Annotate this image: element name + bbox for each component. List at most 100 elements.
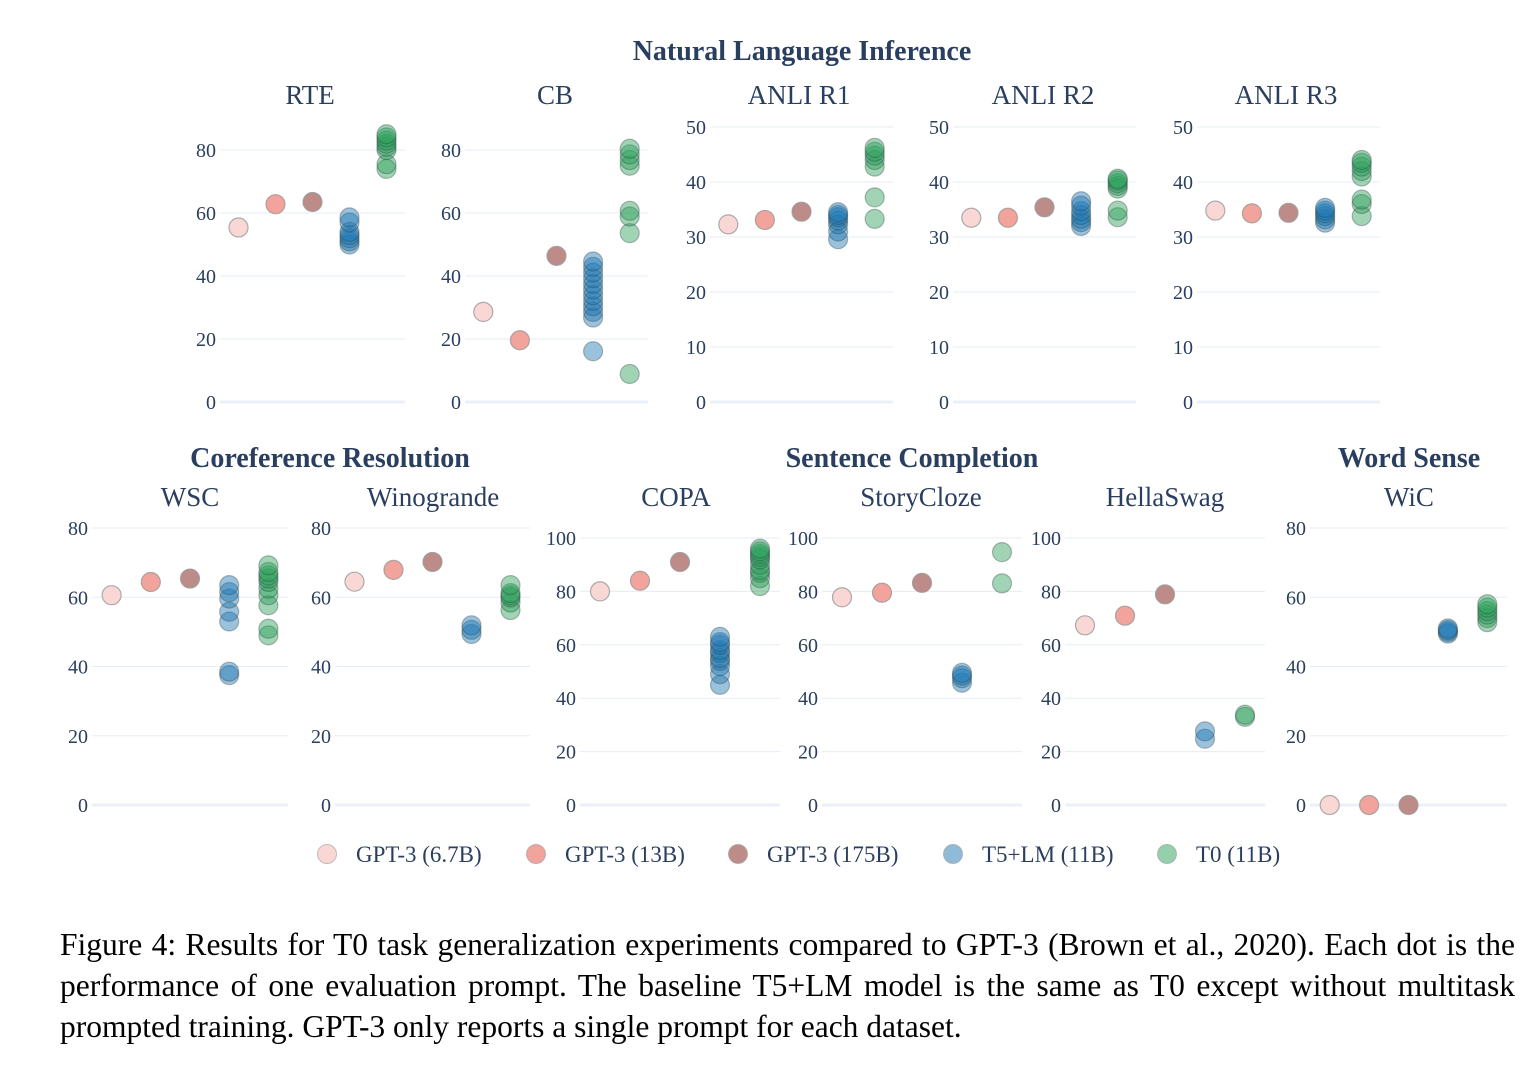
data-point-t5-lm-11b	[827, 204, 849, 226]
data-point-gpt-3-13b	[1358, 794, 1380, 816]
data-point-gpt-3-175b	[1278, 202, 1299, 223]
data-point-gpt-3-175b	[911, 572, 933, 593]
data-point-t0-11b	[1477, 612, 1498, 633]
data-point-t0-11b	[1107, 200, 1128, 221]
data-point-t5-lm-11b	[1070, 195, 1092, 216]
data-point-gpt-3-6-7b	[101, 585, 122, 606]
legend-marker-icon	[1157, 844, 1177, 864]
data-point-t0-11b	[1477, 600, 1498, 622]
data-point-t5-lm-11b	[582, 285, 604, 306]
data-point-t0-11b	[1107, 175, 1128, 196]
data-point-t0-11b	[258, 585, 279, 606]
y-tick-label: 60	[441, 203, 461, 225]
y-tick-label: 40	[798, 688, 818, 710]
data-point-t0-11b	[619, 144, 640, 165]
data-point-t0-11b	[258, 595, 279, 616]
data-point-t5-lm-11b	[219, 575, 240, 596]
data-point-t5-lm-11b	[582, 279, 604, 300]
data-point-t0-11b	[864, 187, 885, 208]
data-point-t0-11b	[1107, 207, 1128, 228]
legend-label: T5+LM (11B)	[982, 842, 1114, 867]
data-point-t0-11b	[991, 542, 1013, 563]
group-title: Word Sense	[1338, 443, 1480, 474]
data-point-t0-11b	[1477, 607, 1498, 629]
data-point-t5-lm-11b	[582, 307, 604, 328]
data-point-t5-lm-11b	[709, 634, 731, 655]
y-tick-label: 40	[686, 172, 706, 194]
y-tick-label: 20	[441, 329, 461, 351]
group-title: Natural Language Inference	[633, 36, 972, 67]
panel-rte: RTE 0 20 40 60 80	[196, 80, 405, 414]
y-tick-label: 100	[788, 528, 818, 550]
data-point-t0-11b	[1351, 152, 1372, 173]
y-tick-label: 20	[798, 742, 818, 764]
data-point-gpt-3-6-7b	[344, 571, 365, 592]
data-point-t0-11b	[864, 156, 885, 177]
panel-title: CB	[537, 80, 573, 110]
data-point-t0-11b	[258, 578, 279, 599]
data-point-t0-11b	[749, 554, 771, 575]
y-tick-label: 80	[556, 581, 576, 603]
y-tick-label: 40	[1173, 172, 1193, 194]
legend-marker-icon	[526, 844, 546, 864]
y-tick-label: 40	[1041, 688, 1061, 710]
data-point-t0-11b	[1107, 173, 1128, 194]
panel-copa: COPA 0 20 40 60 80 100	[546, 482, 780, 817]
data-point-t0-11b	[258, 568, 279, 589]
data-point-t5-lm-11b	[339, 221, 360, 242]
data-point-t0-11b	[1107, 178, 1128, 199]
data-point-t5-lm-11b	[339, 234, 360, 255]
panel-hellaswag: HellaSwag 0 20 40 60 80 100	[1031, 482, 1265, 817]
data-point-t0-11b	[1477, 597, 1498, 618]
data-point-t0-11b	[500, 582, 521, 604]
data-point-t0-11b	[258, 561, 279, 583]
data-point-t5-lm-11b	[709, 626, 731, 647]
y-tick-label: 60	[1286, 587, 1306, 609]
data-point-t5-lm-11b	[1070, 208, 1092, 229]
data-point-t0-11b	[1477, 604, 1498, 625]
data-point-t5-lm-11b	[1437, 623, 1459, 644]
data-point-t0-11b	[864, 145, 885, 166]
data-point-t0-11b	[500, 575, 521, 596]
panel-wic: WiC 0 20 40 60 80	[1286, 482, 1507, 817]
data-point-t0-11b	[1477, 594, 1498, 615]
y-tick-label: 80	[798, 581, 818, 603]
data-point-t5-lm-11b	[582, 273, 604, 294]
data-point-t5-lm-11b	[461, 623, 482, 645]
y-tick-label: 80	[1286, 518, 1306, 540]
legend-item: T0 (11B)	[1157, 842, 1280, 867]
panel-title: COPA	[641, 482, 711, 512]
data-point-t5-lm-11b	[461, 615, 482, 636]
data-point-t0-11b	[749, 541, 771, 562]
data-point-t0-11b	[749, 538, 771, 559]
data-point-gpt-3-13b	[997, 207, 1019, 228]
data-point-t5-lm-11b	[219, 611, 240, 632]
data-point-gpt-3-13b	[140, 571, 161, 593]
data-point-t0-11b	[1351, 156, 1372, 177]
y-tick-label: 60	[1041, 635, 1061, 657]
data-point-t0-11b	[376, 124, 397, 145]
y-tick-label: 0	[321, 795, 331, 817]
legend-marker-icon	[728, 844, 748, 864]
data-point-t0-11b	[1234, 704, 1256, 725]
y-tick-label: 60	[556, 635, 576, 657]
data-point-gpt-3-175b	[179, 568, 201, 589]
data-point-t5-lm-11b	[219, 581, 240, 603]
y-tick-label: 60	[311, 587, 331, 609]
y-tick-label: 80	[1041, 581, 1061, 603]
group-title: Sentence Completion	[786, 443, 1039, 474]
panel-anli-r1: ANLI R1 0 10 20 30 40 50	[686, 80, 893, 414]
group-title: Coreference Resolution	[190, 443, 470, 474]
data-point-t0-11b	[500, 592, 521, 613]
panel-wsc: WSC 0 20 40 60 80	[68, 482, 288, 817]
data-point-t5-lm-11b	[1070, 191, 1092, 212]
caption-line-1: Figure 4: Results for T0 task generaliza…	[60, 927, 1315, 962]
legend-label: GPT-3 (6.7B)	[356, 842, 482, 867]
y-tick-label: 60	[196, 203, 216, 225]
data-point-t0-11b	[376, 130, 397, 151]
data-point-t5-lm-11b	[709, 632, 731, 653]
y-tick-label: 40	[441, 266, 461, 288]
data-point-t5-lm-11b	[1314, 206, 1336, 227]
data-point-t0-11b	[749, 567, 771, 589]
